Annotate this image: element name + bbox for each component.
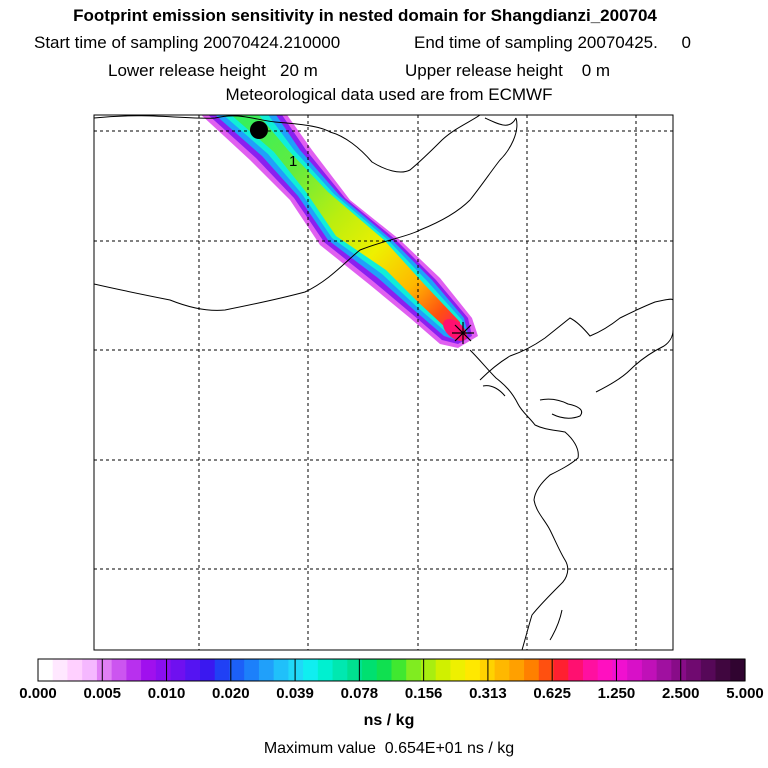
colorbar-swatch bbox=[627, 659, 643, 681]
colorbar-border bbox=[37, 658, 746, 682]
colorbar-swatch bbox=[376, 659, 393, 681]
colorbar-swatch bbox=[465, 659, 481, 681]
colorbar-swatch bbox=[347, 659, 363, 681]
colorbar-swatch bbox=[420, 659, 437, 681]
colorbar-tick-label: 1.250 bbox=[597, 685, 636, 702]
colorbar-swatch bbox=[317, 659, 334, 681]
colorbar-swatch bbox=[715, 659, 731, 681]
colorbar-swatch bbox=[185, 659, 201, 681]
colorbar-swatch bbox=[111, 659, 127, 681]
colorbar-tick-label: 0.039 bbox=[276, 685, 314, 702]
colorbar-swatch bbox=[406, 659, 422, 681]
upper-release-height: Upper release height 0 m bbox=[405, 61, 611, 80]
lat-lon-grid bbox=[94, 115, 673, 650]
colorbar-swatch bbox=[96, 659, 113, 681]
colorbar-tick-label: 0.078 bbox=[340, 685, 379, 702]
colorbar-swatch bbox=[214, 659, 231, 681]
start-time-label: Start time of sampling 20070424.210000 bbox=[34, 33, 341, 52]
colorbar-tick-label: 0.005 bbox=[83, 685, 122, 702]
colorbar-swatch bbox=[362, 659, 378, 681]
colorbar-swatch bbox=[82, 659, 98, 681]
map-frame bbox=[93, 114, 674, 651]
met-data-label: Meteorological data used are from ECMWF bbox=[225, 85, 553, 104]
colorbar-swatch bbox=[244, 659, 260, 681]
colorbar-swatch bbox=[494, 659, 510, 681]
plot-title: Footprint emission sensitivity in nested… bbox=[73, 6, 657, 25]
end-time-label: End time of sampling 20070425. 0 bbox=[414, 33, 691, 52]
colorbar-swatch bbox=[141, 659, 157, 681]
colorbar-swatch bbox=[582, 659, 599, 681]
colorbar-swatch bbox=[509, 659, 525, 681]
colorbar-swatch bbox=[700, 659, 717, 681]
colorbar-swatch bbox=[200, 659, 216, 681]
colorbar-swatch bbox=[553, 659, 569, 681]
colorbar-swatch bbox=[52, 659, 69, 681]
maximum-value-label: Maximum value 0.654E+01 ns / kg bbox=[263, 740, 515, 757]
colorbar-swatch bbox=[229, 659, 245, 681]
colorbar-swatch bbox=[38, 659, 54, 681]
colorbar-swatch bbox=[288, 659, 304, 681]
colorbar-swatch bbox=[303, 659, 319, 681]
colorbar-swatch bbox=[597, 659, 614, 681]
colorbar-tick-label: 0.313 bbox=[469, 685, 507, 702]
colorbar-swatch bbox=[450, 659, 466, 681]
colorbar-swatch bbox=[273, 659, 289, 681]
colorbar bbox=[37, 658, 746, 682]
colorbar-swatch bbox=[656, 659, 672, 681]
station-star-marker bbox=[452, 322, 474, 344]
trajectory-label-1: 1 bbox=[289, 153, 297, 170]
colorbar-swatch bbox=[671, 659, 687, 681]
colorbar-tick-label: 0.010 bbox=[147, 685, 186, 702]
colorbar-swatch bbox=[126, 659, 142, 681]
colorbar-swatch bbox=[568, 659, 584, 681]
plume-core bbox=[231, 115, 460, 332]
colorbar-tick-label: 0.020 bbox=[212, 685, 250, 702]
colorbar-swatch bbox=[155, 659, 172, 681]
colorbar-swatch bbox=[170, 659, 186, 681]
colorbar-swatch bbox=[686, 659, 702, 681]
colorbar-swatch bbox=[258, 659, 275, 681]
colorbar-swatch bbox=[730, 659, 746, 681]
colorbar-tick-label: 0.156 bbox=[404, 685, 443, 702]
colorbar-swatch bbox=[435, 659, 452, 681]
colorbar-tick-label: 2.500 bbox=[661, 685, 700, 702]
lower-release-height: Lower release height 20 m bbox=[108, 61, 318, 80]
colorbar-tick-label: 0.000 bbox=[19, 685, 57, 702]
colorbar-swatch bbox=[391, 659, 407, 681]
release-point-marker bbox=[250, 121, 268, 139]
colorbar-swatch bbox=[332, 659, 348, 681]
colorbar-tick-label: 5.000 bbox=[726, 685, 764, 702]
colorbar-swatch bbox=[538, 659, 555, 681]
colorbar-swatch bbox=[612, 659, 628, 681]
colorbar-tick-label: 0.625 bbox=[533, 685, 571, 702]
colorbar-swatch bbox=[67, 659, 83, 681]
colorbar-units: ns / kg bbox=[363, 712, 415, 729]
coastlines bbox=[94, 115, 673, 650]
colorbar-swatch bbox=[524, 659, 540, 681]
colorbar-swatch bbox=[641, 659, 658, 681]
